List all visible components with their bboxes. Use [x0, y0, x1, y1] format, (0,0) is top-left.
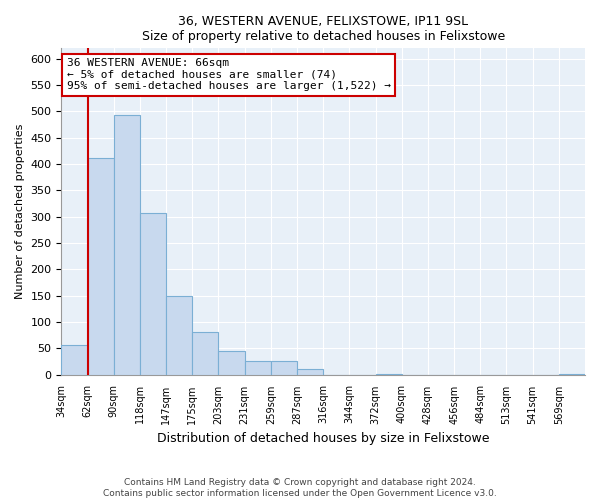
Bar	[271, 362, 297, 374]
Bar	[166, 296, 193, 374]
Bar	[218, 352, 245, 374]
Title: 36, WESTERN AVENUE, FELIXSTOWE, IP11 9SL
Size of property relative to detached h: 36, WESTERN AVENUE, FELIXSTOWE, IP11 9SL…	[142, 15, 505, 43]
Bar	[88, 158, 114, 374]
Bar	[245, 362, 271, 374]
Bar	[140, 213, 166, 374]
Bar	[114, 115, 140, 374]
Bar	[297, 370, 323, 374]
X-axis label: Distribution of detached houses by size in Felixstowe: Distribution of detached houses by size …	[157, 432, 490, 445]
Bar	[61, 344, 88, 374]
Bar	[193, 332, 218, 374]
Text: Contains HM Land Registry data © Crown copyright and database right 2024.
Contai: Contains HM Land Registry data © Crown c…	[103, 478, 497, 498]
Y-axis label: Number of detached properties: Number of detached properties	[15, 124, 25, 299]
Text: 36 WESTERN AVENUE: 66sqm
← 5% of detached houses are smaller (74)
95% of semi-de: 36 WESTERN AVENUE: 66sqm ← 5% of detache…	[67, 58, 391, 92]
